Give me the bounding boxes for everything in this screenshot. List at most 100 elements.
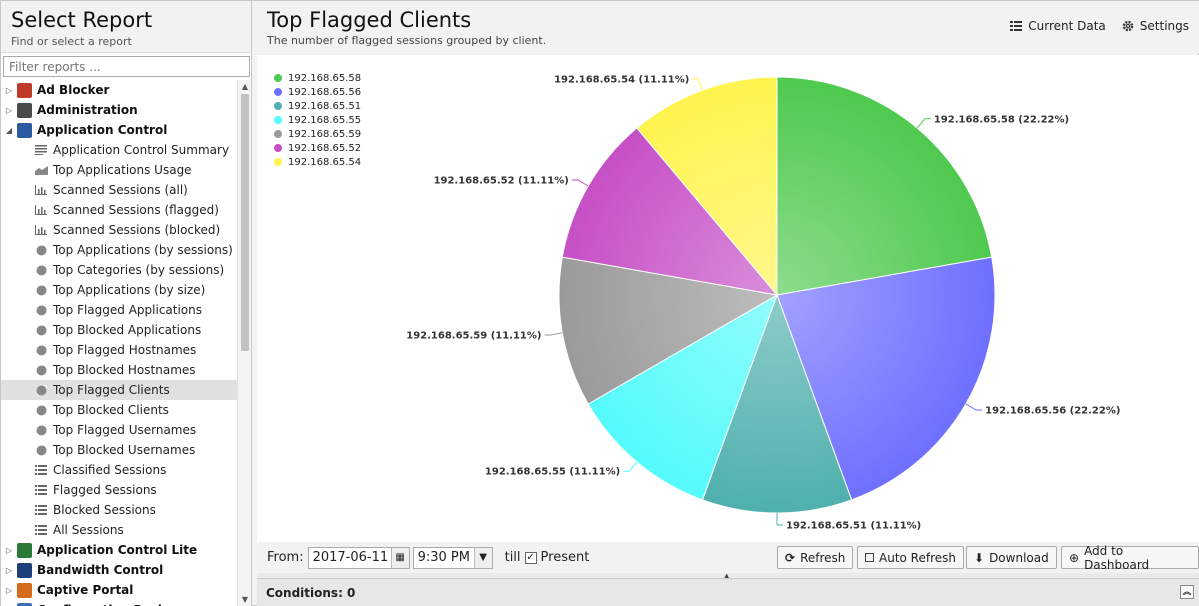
add-to-dashboard-button[interactable]: ⊕ Add to Dashboard — [1061, 543, 1199, 572]
report-item[interactable]: All Sessions — [1, 520, 237, 540]
data-label-connector — [623, 461, 638, 472]
chart-area: 192.168.65.58 192.168.65.56 192.168.65.51 1… — [257, 55, 1199, 542]
legend-item[interactable]: 192.168.65.54 — [274, 155, 361, 169]
report-item[interactable]: Top Blocked Usernames — [1, 440, 237, 460]
current-data-button[interactable]: Current Data — [1010, 19, 1106, 33]
report-item[interactable]: Top Flagged Hostnames — [1, 340, 237, 360]
pie-slice[interactable] — [776, 256, 996, 501]
legend-item[interactable]: 192.168.65.56 — [274, 85, 361, 99]
scroll-thumb[interactable] — [241, 94, 249, 351]
pie-slice[interactable] — [561, 127, 779, 296]
present-label: Present — [540, 550, 590, 565]
category-configuration-backup[interactable]: ▷Configuration Backup — [1, 600, 237, 606]
report-item[interactable]: Top Applications (by sessions) — [1, 240, 237, 260]
pie-chart-icon — [34, 364, 48, 376]
report-item[interactable]: Top Blocked Hostnames — [1, 360, 237, 380]
pie-slice[interactable] — [776, 76, 993, 296]
data-label-connector — [544, 332, 563, 336]
legend-item[interactable]: 192.168.65.52 — [274, 141, 361, 155]
report-item[interactable]: Top Categories (by sessions) — [1, 260, 237, 280]
time-select[interactable]: 9:30 PM ▼ — [412, 546, 493, 569]
date-field[interactable]: 2017-06-11 ▦ — [307, 546, 410, 569]
report-item-label: Top Applications (by size) — [53, 283, 206, 297]
conditions-panel[interactable]: Conditions: 0 ︽ — [257, 578, 1199, 606]
report-item[interactable]: Flagged Sessions — [1, 480, 237, 500]
report-item[interactable]: Application Control Summary — [1, 140, 237, 160]
text-icon — [34, 144, 48, 156]
report-item-label: Top Blocked Usernames — [53, 443, 196, 457]
list-icon — [34, 504, 48, 516]
report-item[interactable]: Blocked Sessions — [1, 500, 237, 520]
expanded-arrow-icon[interactable]: ◢ — [5, 125, 13, 135]
legend-item[interactable]: 192.168.65.55 — [274, 113, 361, 127]
download-button[interactable]: ⬇ Download — [966, 546, 1057, 569]
bar-chart-icon — [34, 224, 48, 236]
report-item-label: Scanned Sessions (all) — [53, 183, 188, 197]
report-item[interactable]: Top Applications Usage — [1, 160, 237, 180]
table-icon — [1010, 21, 1023, 31]
legend-item[interactable]: 192.168.65.51 — [274, 99, 361, 113]
add-dashboard-label: Add to Dashboard — [1084, 543, 1150, 572]
report-item-label: Blocked Sessions — [53, 503, 156, 517]
sidebar-subtitle: Find or select a report — [11, 35, 132, 48]
report-item[interactable]: Top Flagged Applications — [1, 300, 237, 320]
report-item[interactable]: Top Flagged Usernames — [1, 420, 237, 440]
refresh-button[interactable]: ⟳ Refresh — [777, 546, 854, 569]
splitter[interactable]: ▲ — [257, 572, 1199, 580]
collapsed-arrow-icon[interactable]: ▷ — [5, 565, 13, 575]
filter-reports-input[interactable] — [3, 56, 250, 77]
category-application-control-lite[interactable]: ▷ Application Control Lite — [1, 540, 237, 560]
checkbox-icon — [865, 553, 874, 562]
pie-slice[interactable] — [558, 256, 779, 405]
legend-label: 192.168.65.54 — [288, 156, 362, 168]
collapse-arrow-icon[interactable]: ▲ — [724, 572, 730, 580]
report-item[interactable]: Classified Sessions — [1, 460, 237, 480]
report-item[interactable]: Top Applications (by size) — [1, 280, 237, 300]
sidebar-scrollbar[interactable]: ▲ ▼ — [237, 80, 251, 606]
settings-button[interactable]: Settings — [1122, 19, 1189, 33]
category-bandwidth-control[interactable]: ▷ Bandwidth Control — [1, 560, 237, 580]
report-item[interactable]: Scanned Sessions (flagged) — [1, 200, 237, 220]
scroll-down-icon[interactable]: ▼ — [241, 595, 249, 604]
expand-icon[interactable]: ︽ — [1180, 585, 1194, 599]
report-item[interactable]: Scanned Sessions (all) — [1, 180, 237, 200]
category-label: Captive Portal — [37, 583, 134, 597]
legend-marker — [274, 158, 282, 166]
collapsed-arrow-icon[interactable]: ▷ — [5, 545, 13, 555]
data-label-connector — [916, 118, 931, 129]
category-label: Application Control Lite — [37, 543, 198, 557]
chevron-down-icon[interactable]: ▼ — [473, 547, 492, 568]
category-administration[interactable]: ▷ Administration — [1, 100, 237, 120]
auto-refresh-button[interactable]: Auto Refresh — [857, 546, 964, 569]
category-captive-portal[interactable]: ▷ Captive Portal — [1, 580, 237, 600]
pie-slice[interactable] — [636, 76, 778, 297]
sidebar-header: Select Report Find or select a report — [1, 1, 251, 53]
scroll-up-icon[interactable]: ▲ — [241, 82, 249, 91]
report-item[interactable]: Top Flagged Clients — [1, 380, 237, 400]
backup-icon — [17, 602, 32, 606]
list-icon — [34, 464, 48, 476]
pie-slice[interactable] — [587, 293, 778, 501]
report-item[interactable]: Scanned Sessions (blocked) — [1, 220, 237, 240]
collapsed-arrow-icon[interactable]: ▷ — [5, 585, 13, 595]
pie-chart-icon — [34, 384, 48, 396]
pie-slice[interactable] — [701, 293, 853, 514]
legend-item[interactable]: 192.168.65.58 — [274, 71, 361, 85]
data-label: 192.168.65.52 (11.11%) — [434, 176, 569, 187]
calendar-icon[interactable]: ▦ — [390, 547, 409, 568]
date-value: 2017-06-11 — [312, 550, 389, 565]
collapsed-arrow-icon[interactable]: ▷ — [5, 105, 13, 115]
legend-marker — [274, 130, 282, 138]
present-checkbox[interactable]: ✓ — [524, 551, 537, 564]
report-item[interactable]: Top Blocked Applications — [1, 320, 237, 340]
collapsed-arrow-icon[interactable]: ▷ — [5, 85, 13, 95]
report-item[interactable]: Top Blocked Clients — [1, 400, 237, 420]
pie-chart: 192.168.65.58 (22.22%) 192.168.65.56 (22.… — [406, 74, 1120, 531]
download-icon: ⬇ — [974, 550, 985, 565]
report-item-label: Scanned Sessions (flagged) — [53, 203, 219, 217]
pie-chart-icon — [34, 284, 48, 296]
legend-item[interactable]: 192.168.65.59 — [274, 127, 361, 141]
category-application-control[interactable]: ◢ Application Control — [1, 120, 237, 140]
category-ad-blocker[interactable]: ▷ Ad Blocker — [1, 80, 237, 100]
data-label-connector — [571, 179, 589, 187]
